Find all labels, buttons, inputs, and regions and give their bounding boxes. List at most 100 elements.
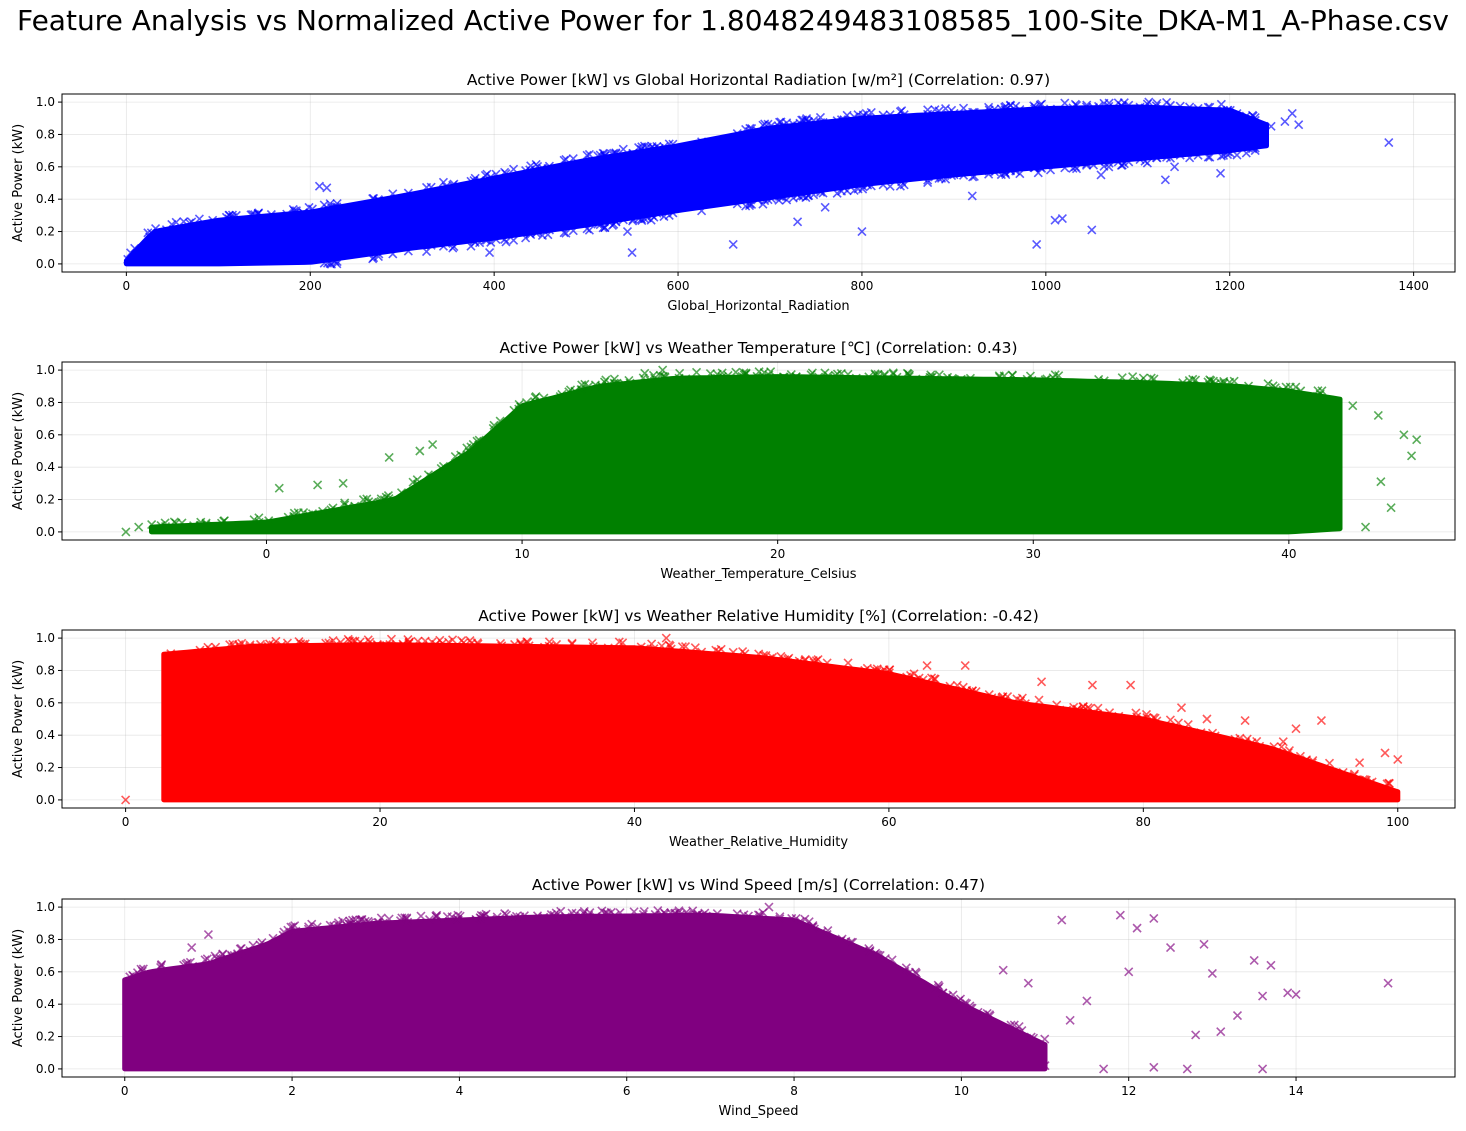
data-point: [984, 169, 994, 179]
data-point: [559, 228, 569, 238]
data-point: [622, 226, 633, 237]
data-point: [647, 210, 657, 221]
data-point: [1026, 1032, 1036, 1042]
data-point: [249, 515, 259, 525]
data-point: [245, 640, 255, 650]
data-point: [584, 149, 594, 160]
figure-title: Feature Analysis vs Normalized Active Po…: [17, 4, 1449, 37]
y-axis-label: Active Power (kW): [11, 929, 26, 1047]
data-point: [328, 503, 338, 513]
data-point: [421, 247, 432, 257]
data-point: [1185, 102, 1195, 112]
data-point: [923, 105, 933, 115]
data-point: [945, 681, 955, 691]
data-point: [1384, 137, 1394, 148]
data-point: [1007, 370, 1018, 381]
data-point: [1232, 1010, 1243, 1021]
data-point: [1087, 680, 1098, 690]
data-point: [1216, 99, 1226, 109]
data-point: [752, 371, 762, 381]
data-point: [264, 516, 274, 526]
data-point: [1203, 102, 1213, 112]
data-point: [450, 451, 460, 462]
data-point: [629, 907, 639, 917]
data-point: [492, 912, 502, 922]
data-point: [597, 906, 607, 916]
data-point: [857, 226, 867, 237]
data-point: [1248, 142, 1258, 152]
data-point: [1114, 711, 1124, 721]
data-point: [744, 200, 755, 211]
data-point: [705, 369, 715, 379]
data-point: [156, 960, 166, 970]
data-point: [1052, 700, 1062, 710]
data-point: [797, 115, 807, 125]
data-point: [577, 911, 587, 921]
data-point: [1015, 169, 1025, 179]
data-point: [1287, 108, 1297, 118]
data-point: [322, 204, 333, 214]
data-point: [225, 640, 235, 650]
data-point: [625, 378, 635, 388]
point-cloud: [161, 642, 1401, 803]
data-point: [455, 911, 465, 921]
data-point: [313, 480, 323, 490]
data-point: [1315, 389, 1325, 399]
data-point: [561, 154, 571, 165]
data-point: [1115, 910, 1125, 920]
data-point: [1207, 968, 1217, 979]
data-point: [946, 171, 957, 181]
axes-frame: [61, 93, 1456, 273]
data-point: [775, 914, 785, 924]
data-point: [1062, 705, 1072, 715]
data-point: [395, 916, 406, 926]
data-point: [166, 649, 176, 659]
x-tick-label: 10: [954, 1084, 969, 1098]
data-point: [664, 139, 674, 149]
data-point: [804, 191, 814, 201]
x-tick-label: 20: [770, 547, 785, 561]
data-point: [618, 215, 628, 225]
y-tick-label: 0.0: [36, 1062, 55, 1076]
data-point: [593, 219, 603, 229]
data-point: [469, 176, 479, 186]
data-point: [737, 371, 747, 381]
data-point: [1085, 703, 1095, 714]
data-point: [1023, 978, 1033, 988]
data-point: [1232, 150, 1242, 160]
y-tick-label: 1.0: [36, 631, 55, 645]
data-point: [522, 637, 532, 647]
data-point: [1225, 105, 1235, 115]
y-tick-label: 0.4: [36, 460, 55, 474]
data-point: [121, 527, 131, 537]
data-point: [1149, 1062, 1159, 1072]
data-point: [362, 494, 372, 504]
data-point: [973, 1007, 983, 1017]
data-point: [984, 102, 994, 112]
y-tick-label: 1.0: [36, 363, 55, 377]
y-tick-label: 0.2: [36, 1030, 55, 1044]
data-point: [1373, 410, 1383, 420]
data-point: [1104, 101, 1114, 111]
data-point: [1065, 1015, 1075, 1025]
data-point: [202, 954, 212, 964]
data-point: [255, 639, 266, 649]
data-point: [1035, 100, 1045, 110]
data-point: [470, 173, 480, 183]
data-point: [923, 175, 933, 185]
data-point: [426, 472, 436, 482]
data-point: [849, 112, 859, 122]
data-point: [1140, 156, 1150, 166]
data-point: [639, 141, 650, 151]
data-point: [150, 223, 161, 234]
data-point: [1205, 102, 1215, 112]
data-point: [968, 172, 978, 182]
data-point: [968, 107, 978, 117]
data-point: [614, 637, 624, 647]
x-tick-label: 0: [121, 1084, 129, 1098]
subplot-1: 0 200 400 600 800 1000 1200 1400 0.0 0.2 0.4 0.6 0.8…: [11, 71, 1456, 314]
data-point: [904, 967, 915, 977]
data-point: [194, 214, 204, 224]
data-point: [300, 639, 310, 649]
data-point: [369, 253, 379, 263]
